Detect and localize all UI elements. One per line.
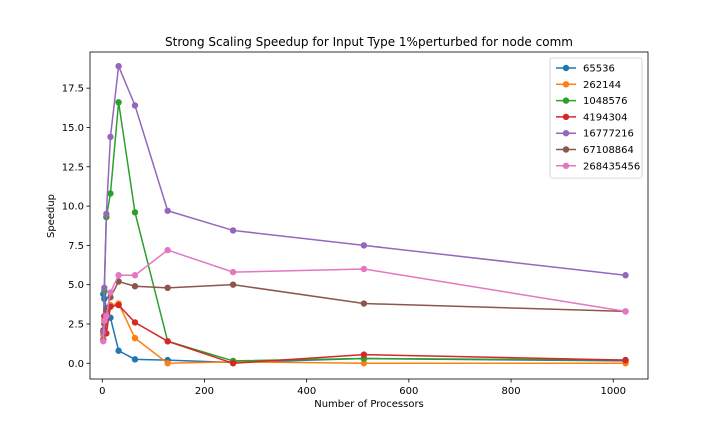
legend-item: 67108864 <box>556 145 634 156</box>
legend-marker <box>562 130 570 137</box>
x-tick-label: 800 <box>502 386 521 397</box>
data-point <box>229 360 237 367</box>
legend-marker <box>562 113 570 121</box>
legend-item: 268435456 <box>556 161 640 172</box>
x-tick-label: 1000 <box>601 386 626 397</box>
x-tick-label: 400 <box>297 386 316 397</box>
axes: 0 200 400 600 800 1000 0.0 2.5 5.0 7.5 10.0 12.5 15.… <box>62 84 626 397</box>
data-point <box>115 347 122 354</box>
data-point <box>622 272 629 279</box>
data-point <box>131 356 139 363</box>
data-point <box>360 351 368 358</box>
series-line <box>102 63 626 332</box>
data-point <box>164 207 171 214</box>
data-point <box>107 133 114 141</box>
x-tick-label: 200 <box>195 386 214 397</box>
legend-item: 65536 <box>556 64 615 75</box>
chart-title: Strong Scaling Speedup for Input Type 1%… <box>165 35 573 49</box>
data-point <box>164 360 171 367</box>
y-tick-label: 2.5 <box>68 319 84 330</box>
legend-item: 16777216 <box>556 129 634 140</box>
y-tick-label: 12.5 <box>62 162 84 173</box>
series-16777216 <box>100 62 629 336</box>
legend-label: 67108864 <box>583 145 634 156</box>
data-point <box>164 338 171 345</box>
series-line <box>102 293 626 364</box>
data-point <box>103 312 110 320</box>
data-point <box>229 227 237 234</box>
data-point <box>131 209 139 216</box>
data-point <box>115 272 122 279</box>
plot-frame <box>89 51 649 380</box>
x-tick-label: 600 <box>399 386 418 397</box>
data-point <box>164 246 171 254</box>
data-point <box>101 284 108 292</box>
legend: 65536 262144 1048576 4194304 16777216 6710886… <box>549 57 643 179</box>
data-point <box>360 360 368 367</box>
legend-item: 262144 <box>556 80 621 91</box>
data-point <box>115 99 122 106</box>
legend-label: 262144 <box>583 80 621 91</box>
data-point <box>164 284 171 292</box>
legend-marker <box>562 146 570 153</box>
legend-label: 268435456 <box>583 161 640 172</box>
legend-marker <box>562 97 570 104</box>
data-point <box>115 301 122 309</box>
data-point <box>229 281 237 288</box>
legend-marker <box>562 64 570 72</box>
y-tick-label: 17.5 <box>62 84 84 95</box>
data-point <box>131 334 139 342</box>
y-tick-label: 7.5 <box>68 241 84 252</box>
data-point <box>107 289 114 296</box>
data-point <box>360 265 368 273</box>
legend-item: 1048576 <box>556 96 628 107</box>
plot-area <box>100 62 629 367</box>
x-tick-label: 0 <box>99 386 105 397</box>
data-point <box>100 338 107 345</box>
legend-label: 1048576 <box>583 96 628 107</box>
data-point <box>360 242 368 249</box>
y-tick-label: 0.0 <box>68 359 84 370</box>
y-tick-label: 10.0 <box>62 202 84 213</box>
y-axis-label: Speedup <box>46 194 57 238</box>
series-268435456 <box>100 246 629 345</box>
x-axis-label: Number of Processors <box>314 399 424 410</box>
data-point <box>131 102 139 109</box>
data-point <box>622 356 629 364</box>
legend-marker <box>562 81 570 88</box>
legend-marker <box>562 162 570 169</box>
data-point <box>131 272 139 279</box>
legend-item: 4194304 <box>556 112 628 123</box>
legend-box <box>549 57 643 179</box>
data-point <box>360 300 368 307</box>
data-point <box>131 283 139 290</box>
data-point <box>229 268 237 276</box>
data-point <box>103 210 110 218</box>
data-point <box>115 62 122 70</box>
legend-label: 65536 <box>583 64 615 75</box>
y-tick-label: 15.0 <box>62 123 84 134</box>
legend-label: 4194304 <box>583 112 628 123</box>
data-point <box>622 308 629 315</box>
data-point <box>107 190 114 197</box>
data-point <box>131 319 139 326</box>
legend-label: 16777216 <box>583 129 634 140</box>
y-tick-label: 5.0 <box>68 280 84 291</box>
